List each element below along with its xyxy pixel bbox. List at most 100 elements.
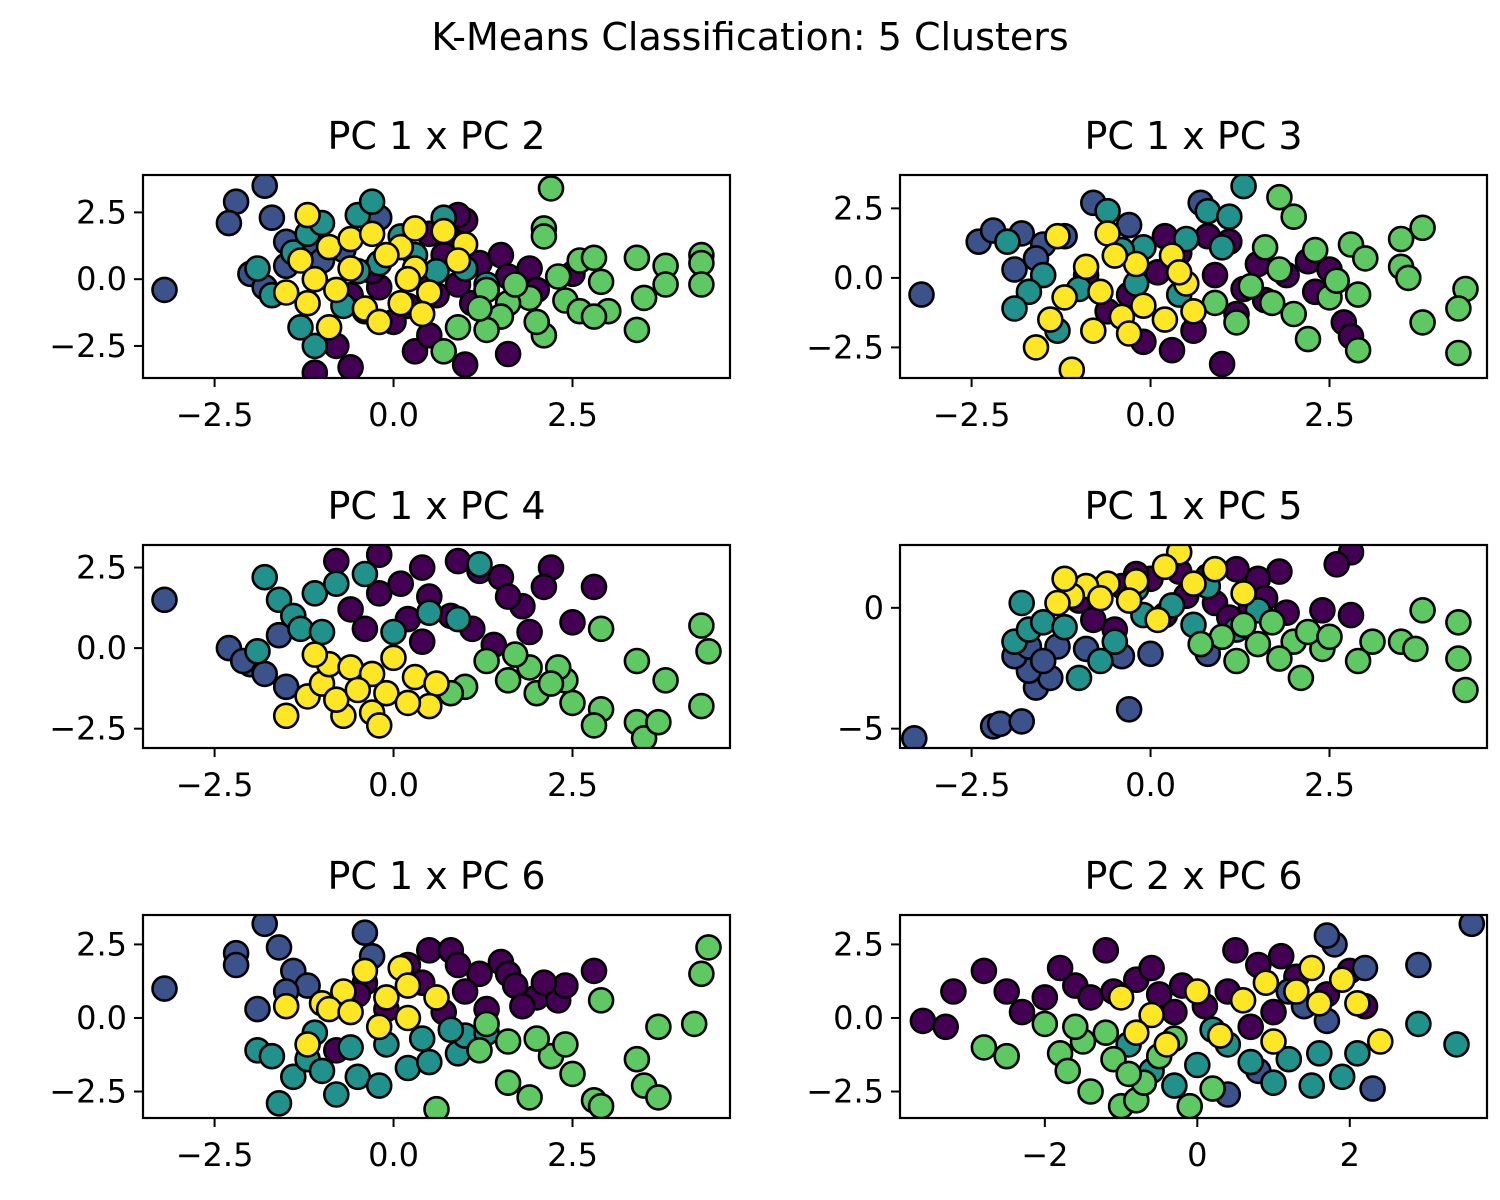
data-point	[294, 289, 321, 317]
data-point	[1087, 647, 1114, 675]
data-point	[494, 666, 522, 694]
scatter-points	[151, 915, 722, 1118]
data-point	[1445, 645, 1472, 672]
y-tick-label: 2.5	[76, 925, 127, 963]
data-point	[387, 289, 415, 317]
data-point	[466, 295, 493, 322]
data-point	[993, 978, 1021, 1005]
data-point	[308, 1057, 336, 1085]
data-point	[680, 1010, 708, 1038]
data-point	[1077, 1078, 1104, 1105]
data-point	[1208, 350, 1236, 378]
y-tick-label: −2.5	[49, 710, 127, 748]
data-point	[365, 1013, 393, 1041]
data-point	[272, 992, 300, 1020]
data-point	[695, 637, 722, 665]
data-point	[265, 934, 293, 961]
data-point	[151, 975, 178, 1002]
data-point	[394, 265, 422, 293]
data-point	[970, 1034, 998, 1061]
axes-frame	[898, 543, 1489, 750]
data-point	[1298, 1072, 1325, 1099]
data-point	[423, 1095, 450, 1118]
data-point	[1101, 628, 1129, 656]
x-tick-label: −2.5	[176, 396, 254, 434]
data-point	[1051, 613, 1078, 641]
data-point	[344, 676, 372, 704]
data-point	[401, 215, 429, 242]
data-point	[301, 332, 329, 360]
data-point	[688, 960, 715, 988]
data-point	[516, 618, 543, 646]
data-point	[258, 1042, 286, 1070]
subplot: PC 1 x PC 4 −2.5 0.0 2.5 −2.5 0.0 2.5	[49, 484, 732, 804]
data-point	[473, 647, 500, 675]
data-point	[516, 1084, 543, 1111]
data-point	[1216, 203, 1243, 230]
data-point	[494, 1028, 522, 1055]
data-point	[1260, 1069, 1287, 1096]
data-point	[688, 612, 715, 639]
data-point	[986, 710, 1014, 738]
data-point	[1029, 647, 1057, 675]
data-point	[444, 313, 472, 341]
data-point	[272, 673, 300, 701]
data-point	[301, 641, 329, 668]
scatter-points	[908, 175, 1479, 378]
data-point	[1260, 998, 1287, 1026]
data-point	[1409, 309, 1436, 336]
data-point	[1201, 261, 1229, 289]
data-point	[580, 712, 608, 739]
data-point	[365, 545, 393, 568]
data-point	[1445, 608, 1472, 636]
data-point	[351, 919, 379, 947]
data-point	[322, 547, 350, 575]
data-point	[1001, 256, 1028, 283]
data-point	[1008, 589, 1036, 617]
data-point	[1258, 289, 1286, 317]
data-point	[415, 599, 443, 627]
data-point	[415, 692, 443, 720]
y-tick-label: 2.5	[76, 549, 127, 587]
y-tick-label: 0.0	[76, 629, 127, 667]
data-point	[1087, 278, 1114, 306]
data-point	[380, 644, 407, 672]
data-point	[1223, 309, 1250, 336]
data-point	[623, 316, 651, 344]
data-point	[301, 359, 329, 378]
subplot-title: PC 1 x PC 3	[1084, 114, 1302, 158]
data-point	[1328, 966, 1356, 994]
data-point	[1409, 214, 1436, 242]
data-point	[351, 615, 379, 643]
data-point	[1344, 281, 1372, 308]
data-point	[415, 1048, 443, 1076]
data-point	[1344, 336, 1372, 364]
data-point	[451, 978, 479, 1005]
data-point	[1251, 234, 1279, 261]
data-point	[265, 1090, 293, 1117]
data-point	[1266, 183, 1293, 211]
x-tick-label: −2.5	[933, 396, 1011, 434]
data-point	[1405, 951, 1432, 979]
data-point	[630, 284, 658, 312]
data-point	[645, 1084, 672, 1111]
data-point	[394, 1004, 422, 1032]
data-point	[1323, 550, 1350, 578]
data-point	[1230, 175, 1257, 200]
x-tick-label: 2.5	[1304, 766, 1355, 804]
data-point	[1137, 640, 1164, 668]
data-point	[1051, 284, 1078, 311]
data-point	[394, 972, 422, 999]
data-point	[1008, 998, 1036, 1026]
data-point	[322, 570, 350, 598]
data-point	[430, 337, 458, 365]
y-tick-label: 2.5	[833, 189, 884, 227]
data-point	[1316, 623, 1343, 651]
data-point	[1359, 1075, 1386, 1102]
data-point	[1194, 197, 1222, 225]
data-point	[1092, 1019, 1120, 1046]
data-point	[587, 986, 615, 1014]
data-point	[1184, 1051, 1211, 1079]
x-tick-label: −2.5	[176, 766, 254, 804]
data-point	[537, 175, 565, 202]
